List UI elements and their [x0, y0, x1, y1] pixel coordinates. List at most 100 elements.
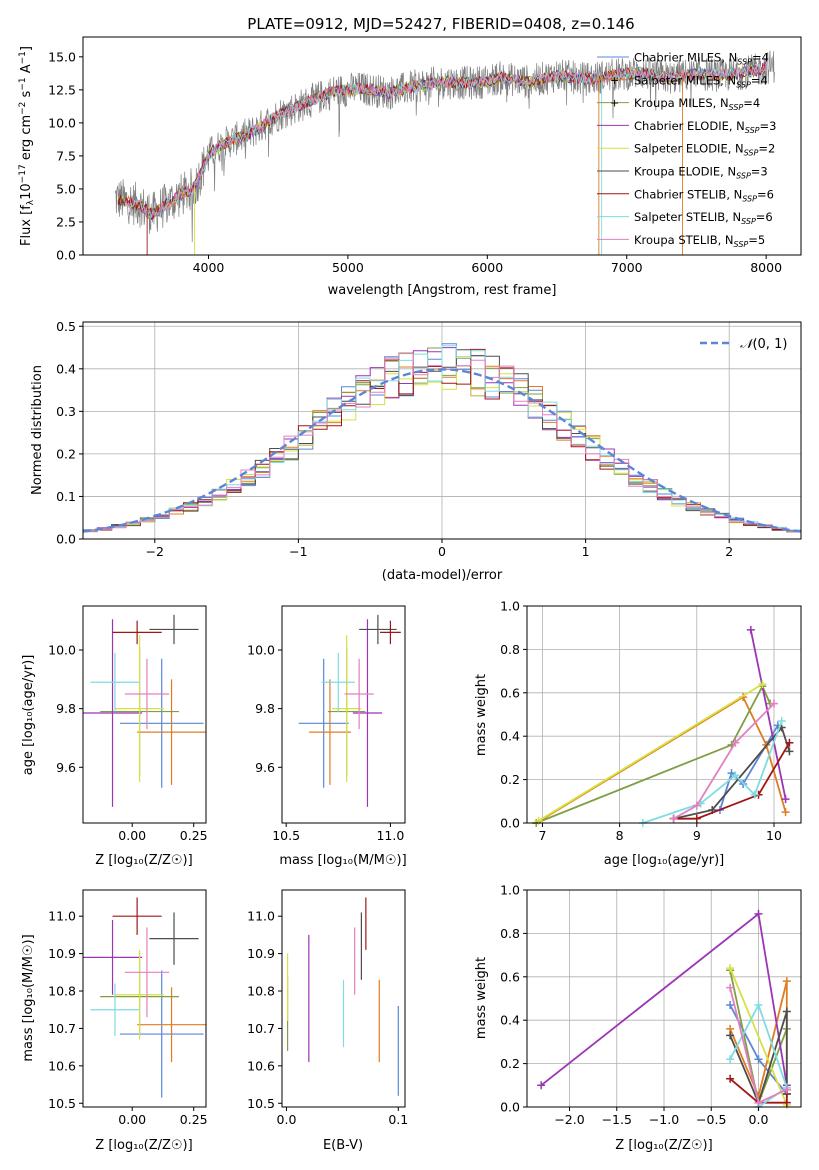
- residual-histogram: [83, 353, 801, 533]
- x-tick-label: 8: [616, 828, 624, 843]
- weight-marker: [537, 1081, 546, 1090]
- weight-marker: [754, 1098, 763, 1107]
- y-tick-label: 12.5: [48, 82, 76, 97]
- x-tick-label: −2: [146, 544, 164, 559]
- y-tick-label: 1.0: [500, 883, 520, 898]
- weight-line: [535, 684, 771, 824]
- x-tick-label: 0: [438, 544, 446, 559]
- legend-label: Chabrier STELIB, NSSP=6: [634, 187, 774, 203]
- weight-marker: [758, 680, 767, 689]
- weight-line: [538, 683, 763, 822]
- weight-marker: [726, 1001, 735, 1010]
- weight-vs-age-ticks: 7 8 9 10 0.0 0.2 0.4 0.6 0.8 1.0: [500, 599, 782, 844]
- y-tick-label: 10.0: [48, 642, 76, 657]
- x-tick-label: −0.5: [696, 1112, 726, 1127]
- x-tick-label: −2.0: [554, 1112, 584, 1127]
- weight-vs-metallicity-xlabel: Z [log₁₀(Z/Z☉)]: [615, 1138, 712, 1153]
- y-tick-label: 0.4: [56, 361, 76, 376]
- y-tick-label: 11.0: [48, 909, 76, 924]
- ylabel-part: erg cm: [19, 115, 34, 164]
- x-tick-label: 0.0: [277, 1112, 297, 1127]
- mass-vs-metallicity-frame: [82, 889, 207, 1108]
- x-tick-label: 0.0: [749, 1112, 769, 1127]
- spectrum-xlabel: wavelength [Angstrom, rest frame]: [328, 283, 557, 298]
- weight-vs-age-plot-area: [532, 625, 794, 827]
- weight-line: [729, 1078, 788, 1104]
- x-tick-label: 4000: [193, 260, 225, 275]
- x-tick-label: −1.5: [602, 1112, 632, 1127]
- x-tick-label: 0.1: [388, 1112, 408, 1127]
- weight-marker: [777, 717, 786, 726]
- ylabel-sub: λ: [26, 199, 36, 205]
- x-tick-label: 10.5: [272, 828, 300, 843]
- weight-marker: [782, 1007, 791, 1016]
- y-tick-label: 0.5: [56, 319, 76, 334]
- gaussian-curve: [83, 368, 801, 533]
- y-tick-label: 10.8: [48, 984, 76, 999]
- weight-marker: [754, 1001, 763, 1010]
- y-tick-label: 10.7: [48, 1021, 76, 1036]
- residuals-ylabel: Normed distribution: [30, 365, 45, 495]
- y-tick-label: 10.5: [247, 1096, 275, 1111]
- age-vs-metallicity-frame: [82, 605, 207, 824]
- weight-marker: [782, 977, 791, 986]
- y-tick-label: 10.7: [247, 1021, 275, 1036]
- y-tick-label: 0.0: [500, 1100, 520, 1115]
- ylabel-sup: −1: [18, 77, 28, 90]
- age-vs-metallicity-xlabel: Z [log₁₀(Z/Z☉)]: [95, 853, 192, 868]
- spectrum-legend: Chabrier MILES, NSSP=4 + Salpeter MILES, N…: [597, 51, 776, 249]
- y-tick-label: 7.5: [56, 148, 76, 163]
- residuals-panel: −2 −1 0 1 2 0.0 0.1 0.2 0.3 0.4 0.5 (data-model)/e…: [30, 319, 802, 583]
- y-tick-label: 0.1: [56, 489, 76, 504]
- y-tick-label: 0.0: [56, 248, 76, 263]
- weight-vs-age-panel: 7 8 9 10 0.0 0.2 0.4 0.6 0.8 1.0 age [log₁₀(age/y…: [474, 599, 802, 868]
- weight-marker: [726, 1074, 735, 1083]
- legend-label: Kroupa ELODIE, NSSP=3: [634, 165, 768, 181]
- weight-marker: [750, 790, 759, 799]
- weight-marker: [754, 909, 763, 918]
- residuals-plot-area: [83, 343, 801, 533]
- y-tick-label: 1.0: [500, 599, 520, 614]
- weight-marker: [692, 801, 701, 810]
- spectrum-frame: [82, 36, 802, 256]
- y-tick-label: 0.0: [500, 816, 520, 831]
- mass-vs-extinction-xlabel: E(B-V): [323, 1138, 363, 1153]
- mass-vs-extinction-frame: [281, 889, 406, 1108]
- weight-line: [729, 1011, 788, 1106]
- age-vs-mass-xlabel: mass [log₁₀(M/M☉)]: [279, 853, 406, 868]
- x-tick-label: 11.0: [376, 828, 404, 843]
- age-vs-metallicity-ylabel: age [log₁₀(age/yr)]: [21, 655, 36, 776]
- x-tick-label: 8000: [750, 260, 782, 275]
- weight-marker: [726, 983, 735, 992]
- legend-marker: +: [610, 97, 619, 110]
- age-vs-mass-ticks: 10.5 11.0 9.6 9.8 10.0: [247, 642, 404, 843]
- spectrum-plot-area: [114, 50, 775, 255]
- x-tick-label: 0.00: [118, 828, 146, 843]
- legend-label: Salpeter MILES, NSSP=4: [634, 73, 768, 89]
- mass-vs-metallicity-ticks: 0.00 0.25 10.5 10.6 10.7 10.8 10.9 11.0: [48, 909, 207, 1127]
- weight-marker: [781, 795, 790, 804]
- residuals-legend: 𝒩(0, 1): [700, 337, 787, 352]
- y-tick-label: 0.2: [500, 1056, 520, 1071]
- weight-line: [719, 724, 779, 811]
- weight-line: [673, 725, 791, 820]
- x-tick-label: 6000: [471, 260, 503, 275]
- ylabel-part: A: [19, 64, 34, 77]
- weight-vs-metallicity-ylabel: mass weight: [474, 957, 489, 1039]
- weight-line: [673, 742, 791, 820]
- weight-marker: [669, 814, 678, 823]
- y-tick-label: 0.2: [56, 446, 76, 461]
- y-tick-label: 10.8: [247, 984, 275, 999]
- x-tick-label: 5000: [332, 260, 364, 275]
- ylabel-sup: −17: [18, 164, 28, 183]
- legend-label: Chabrier MILES, NSSP=4: [634, 51, 769, 67]
- y-tick-label: 0.2: [500, 772, 520, 787]
- mass-vs-extinction-panel: 0.0 0.1 10.5 10.6 10.7 10.8 10.9 11.0 E(B-V): [247, 889, 408, 1153]
- weight-marker: [726, 1055, 735, 1064]
- x-tick-label: 0.00: [118, 1112, 146, 1127]
- residuals-xlabel: (data-model)/error: [382, 568, 503, 583]
- gaussian-legend-label: 𝒩(0, 1): [740, 337, 787, 352]
- mass-vs-extinction-ticks: 0.0 0.1 10.5 10.6 10.7 10.8 10.9 11.0: [247, 909, 408, 1127]
- weight-line: [673, 702, 775, 820]
- y-tick-label: 10.5: [48, 1096, 76, 1111]
